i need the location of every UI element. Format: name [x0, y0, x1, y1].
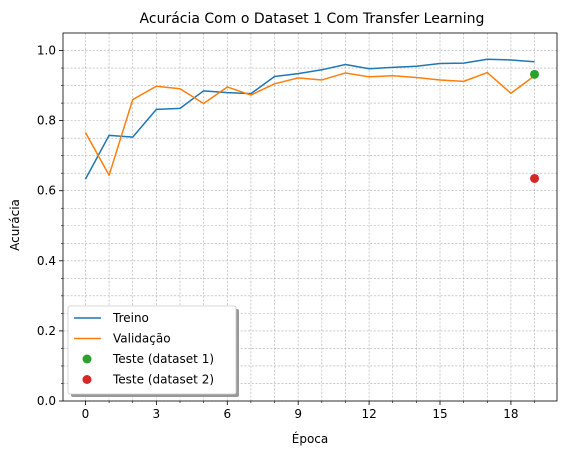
legend-label: Teste (dataset 2)	[112, 373, 214, 387]
x-tick-label: 9	[294, 407, 302, 421]
series-line-treino	[84, 58, 535, 180]
x-axis-label: Época	[292, 431, 329, 446]
legend-point-swatch	[82, 375, 92, 384]
plot-frame	[62, 32, 558, 402]
legend-label: Teste (dataset 1)	[112, 352, 214, 366]
series-point-teste-dataset-1-	[530, 69, 540, 79]
legend-box	[67, 305, 237, 395]
y-axis-label: Acurácia	[8, 199, 22, 251]
y-tick-label: 0.2	[37, 324, 56, 338]
tick-layer: 0 3 6 9 12 15 18 0.0 0.2 0.4 0.6 0.8 1.0	[37, 44, 535, 421]
y-tick-label: 1.0	[37, 44, 56, 58]
y-tick-label: 0.4	[37, 254, 56, 268]
x-tick-label: 6	[223, 407, 231, 421]
x-tick-label: 18	[503, 407, 518, 421]
legend-point-swatch	[82, 354, 92, 364]
legend-label: Treino	[112, 311, 149, 325]
x-tick-label: 3	[153, 407, 161, 421]
chart-title: Acurácia Com o Dataset 1 Com Transfer Le…	[140, 11, 485, 27]
y-tick-label: 0.0	[37, 394, 56, 408]
series-layer	[84, 58, 540, 183]
y-tick-label: 0.8	[37, 114, 56, 128]
x-tick-label: 0	[82, 407, 90, 421]
series-point-teste-dataset-2-	[530, 173, 540, 183]
legend: Treino Validação Teste (dataset 1) Teste (d…	[67, 305, 239, 397]
x-tick-label: 12	[361, 407, 376, 421]
y-tick-label: 0.6	[37, 184, 56, 198]
legend-label: Validação	[113, 332, 171, 346]
x-tick-label: 15	[432, 407, 447, 421]
series-line-valida-o	[84, 71, 535, 177]
